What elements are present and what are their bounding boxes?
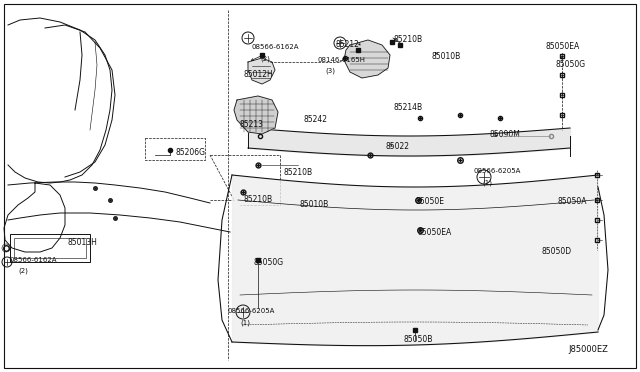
Text: 85050A: 85050A — [557, 197, 586, 206]
Text: 08566-6205A: 08566-6205A — [228, 308, 275, 314]
Text: (2): (2) — [18, 268, 28, 275]
Text: 85090M: 85090M — [490, 130, 521, 139]
Text: (1): (1) — [482, 179, 492, 186]
Bar — [14, 238, 86, 258]
Text: 85050E: 85050E — [415, 197, 444, 206]
Text: (1): (1) — [240, 319, 250, 326]
Text: 85022: 85022 — [386, 142, 410, 151]
Polygon shape — [344, 40, 390, 78]
Text: 85050G: 85050G — [556, 60, 586, 69]
Text: 85242: 85242 — [303, 115, 327, 124]
Text: 85050G: 85050G — [253, 258, 283, 267]
Text: 85012H: 85012H — [243, 70, 273, 79]
Text: 85206G: 85206G — [175, 148, 205, 157]
Text: 08566-6205A: 08566-6205A — [474, 168, 522, 174]
Text: 85213: 85213 — [239, 120, 263, 129]
Text: (3): (3) — [325, 68, 335, 74]
Text: 85210B: 85210B — [243, 195, 272, 204]
Text: 08566-6162A: 08566-6162A — [10, 257, 58, 263]
Bar — [10, 234, 90, 262]
Text: 85212: 85212 — [336, 40, 360, 49]
Polygon shape — [234, 96, 278, 134]
Text: 85013H: 85013H — [68, 238, 98, 247]
Text: 85210B: 85210B — [393, 35, 422, 44]
Text: 85050EA: 85050EA — [546, 42, 580, 51]
Text: 85050D: 85050D — [541, 247, 571, 256]
Polygon shape — [248, 58, 275, 84]
Text: (2): (2) — [260, 55, 270, 61]
Text: 85050B: 85050B — [404, 335, 433, 344]
Text: 08146-6165H: 08146-6165H — [317, 57, 365, 63]
Text: 85010B: 85010B — [299, 200, 328, 209]
Text: 85210B: 85210B — [283, 168, 312, 177]
Text: 85050EA: 85050EA — [418, 228, 452, 237]
Text: 08566-6162A: 08566-6162A — [252, 44, 300, 50]
Text: 85010B: 85010B — [432, 52, 461, 61]
Text: 85214B: 85214B — [394, 103, 423, 112]
Text: J85000EZ: J85000EZ — [568, 345, 608, 354]
